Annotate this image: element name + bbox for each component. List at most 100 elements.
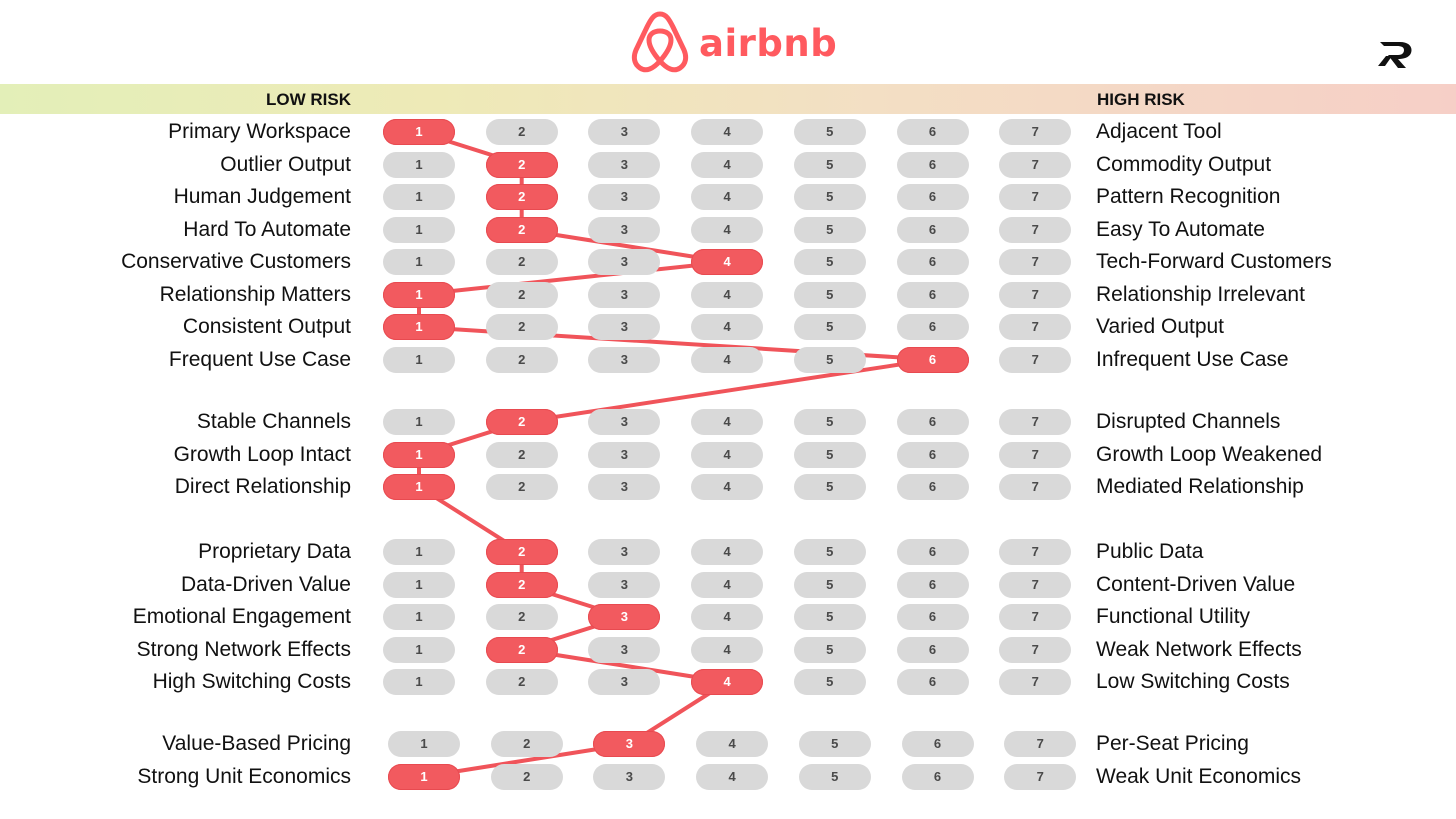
score-pill[interactable]: 6: [896, 119, 969, 145]
score-pill[interactable]: 6: [896, 249, 969, 275]
score-pill[interactable]: 6: [896, 669, 969, 695]
score-pill[interactable]: 3: [588, 474, 661, 500]
score-pill[interactable]: 1: [383, 346, 455, 373]
score-pill[interactable]: 6: [901, 763, 974, 790]
score-pill[interactable]: 5: [793, 281, 866, 308]
score-pill-selected[interactable]: 1: [383, 441, 455, 468]
score-pill[interactable]: 1: [383, 184, 455, 210]
score-pill[interactable]: 2: [485, 441, 558, 468]
score-pill[interactable]: 6: [896, 474, 969, 500]
score-pill[interactable]: 3: [588, 151, 661, 178]
score-pill-selected[interactable]: 2: [485, 184, 558, 210]
score-pill[interactable]: 3: [588, 441, 661, 468]
score-pill[interactable]: 3: [588, 636, 661, 663]
score-pill[interactable]: 7: [999, 216, 1072, 243]
score-pill[interactable]: 6: [896, 281, 969, 308]
score-pill[interactable]: 3: [593, 763, 666, 790]
score-pill[interactable]: 2: [485, 249, 558, 275]
score-pill[interactable]: 2: [490, 763, 563, 790]
score-pill[interactable]: 6: [896, 184, 969, 210]
score-pill[interactable]: 5: [793, 604, 866, 630]
score-pill[interactable]: 7: [999, 604, 1072, 630]
score-pill[interactable]: 3: [588, 346, 661, 373]
score-pill[interactable]: 7: [999, 539, 1072, 565]
score-pill[interactable]: 1: [383, 539, 455, 565]
score-pill[interactable]: 6: [896, 151, 969, 178]
score-pill[interactable]: 6: [896, 571, 969, 598]
score-pill-selected[interactable]: 6: [896, 346, 969, 373]
score-pill[interactable]: 5: [793, 314, 866, 340]
score-pill[interactable]: 6: [896, 441, 969, 468]
score-pill[interactable]: 5: [793, 184, 866, 210]
score-pill-selected[interactable]: 1: [383, 474, 455, 500]
score-pill-selected[interactable]: 3: [593, 731, 666, 757]
score-pill[interactable]: 3: [588, 119, 661, 145]
score-pill[interactable]: 7: [999, 281, 1072, 308]
score-pill[interactable]: 1: [383, 249, 455, 275]
score-pill-selected[interactable]: 2: [485, 409, 558, 435]
score-pill[interactable]: 3: [588, 281, 661, 308]
score-pill[interactable]: 3: [588, 571, 661, 598]
score-pill[interactable]: 1: [383, 636, 455, 663]
score-pill[interactable]: 3: [588, 314, 661, 340]
score-pill[interactable]: 7: [999, 441, 1072, 468]
score-pill[interactable]: 5: [793, 249, 866, 275]
score-pill-selected[interactable]: 4: [691, 249, 764, 275]
score-pill[interactable]: 1: [383, 151, 455, 178]
score-pill[interactable]: 4: [691, 409, 764, 435]
score-pill[interactable]: 5: [793, 346, 866, 373]
score-pill[interactable]: 5: [793, 539, 866, 565]
score-pill-selected[interactable]: 2: [485, 571, 558, 598]
score-pill[interactable]: 6: [896, 314, 969, 340]
score-pill[interactable]: 1: [388, 731, 460, 757]
score-pill[interactable]: 4: [691, 184, 764, 210]
score-pill[interactable]: 7: [999, 119, 1072, 145]
score-pill[interactable]: 2: [485, 119, 558, 145]
score-pill-selected[interactable]: 2: [485, 539, 558, 565]
score-pill-selected[interactable]: 1: [383, 119, 455, 145]
score-pill[interactable]: 5: [793, 216, 866, 243]
score-pill[interactable]: 4: [691, 604, 764, 630]
score-pill[interactable]: 5: [798, 731, 871, 757]
score-pill[interactable]: 2: [485, 474, 558, 500]
score-pill[interactable]: 6: [896, 409, 969, 435]
score-pill[interactable]: 1: [383, 604, 455, 630]
score-pill[interactable]: 7: [999, 151, 1072, 178]
score-pill[interactable]: 3: [588, 184, 661, 210]
score-pill[interactable]: 3: [588, 669, 661, 695]
score-pill[interactable]: 7: [999, 636, 1072, 663]
score-pill[interactable]: 7: [999, 474, 1072, 500]
score-pill[interactable]: 1: [383, 216, 455, 243]
score-pill[interactable]: 5: [793, 441, 866, 468]
score-pill[interactable]: 4: [691, 346, 764, 373]
score-pill[interactable]: 4: [691, 441, 764, 468]
score-pill[interactable]: 4: [691, 474, 764, 500]
score-pill[interactable]: 7: [1004, 731, 1077, 757]
score-pill-selected[interactable]: 2: [485, 636, 558, 663]
score-pill[interactable]: 7: [1004, 763, 1077, 790]
score-pill[interactable]: 4: [696, 731, 769, 757]
score-pill[interactable]: 2: [485, 281, 558, 308]
score-pill[interactable]: 4: [691, 539, 764, 565]
score-pill[interactable]: 4: [691, 151, 764, 178]
score-pill[interactable]: 5: [793, 474, 866, 500]
score-pill[interactable]: 4: [691, 571, 764, 598]
score-pill[interactable]: 6: [896, 604, 969, 630]
score-pill[interactable]: 7: [999, 669, 1072, 695]
score-pill-selected[interactable]: 2: [485, 151, 558, 178]
score-pill[interactable]: 4: [696, 763, 769, 790]
score-pill[interactable]: 7: [999, 249, 1072, 275]
score-pill[interactable]: 2: [490, 731, 563, 757]
score-pill[interactable]: 4: [691, 281, 764, 308]
score-pill[interactable]: 7: [999, 571, 1072, 598]
score-pill[interactable]: 5: [793, 636, 866, 663]
score-pill[interactable]: 6: [896, 216, 969, 243]
score-pill[interactable]: 5: [793, 409, 866, 435]
score-pill[interactable]: 1: [383, 409, 455, 435]
score-pill[interactable]: 4: [691, 119, 764, 145]
score-pill[interactable]: 3: [588, 409, 661, 435]
score-pill[interactable]: 5: [793, 571, 866, 598]
score-pill-selected[interactable]: 1: [383, 281, 455, 308]
score-pill[interactable]: 4: [691, 636, 764, 663]
score-pill[interactable]: 6: [896, 539, 969, 565]
